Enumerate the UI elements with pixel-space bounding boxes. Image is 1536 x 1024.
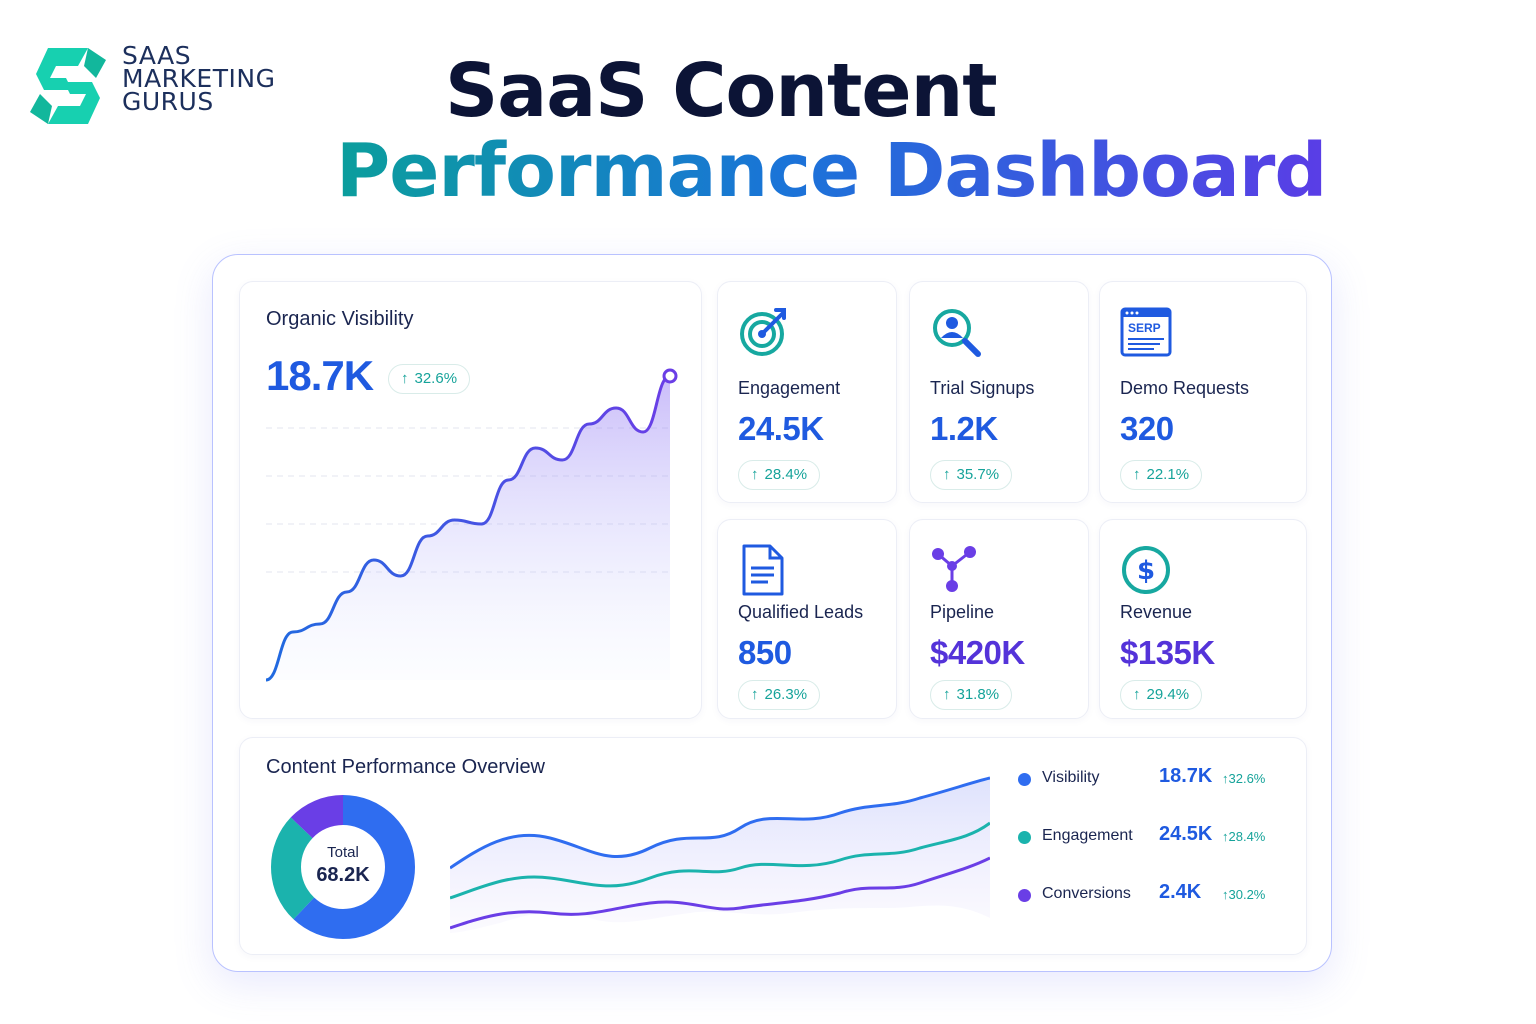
donut-segment-conversions [271, 795, 415, 939]
arrow-up-icon: ↑ [943, 466, 951, 483]
visibility-point [662, 368, 678, 384]
legend-value: 18.7K [1159, 765, 1213, 787]
arrow-up-icon: ↑ [751, 466, 759, 483]
metric-label: Pipeline [930, 602, 995, 622]
brand-line-2: MARKETING [122, 64, 276, 93]
arrow-up-icon: ↑ [401, 370, 409, 387]
metric-label: Engagement [738, 378, 841, 398]
serp-icon: SERP [1120, 307, 1172, 357]
legend-name: Conversions [1042, 885, 1131, 902]
arrow-up-icon: ↑ [1222, 829, 1229, 844]
legend-change-value: 28.4% [1228, 829, 1266, 844]
legend-value: 24.5K [1159, 823, 1213, 845]
dashboard-panel: Organic Visibility 18.7K ↑ 32.6% Engageme… [212, 254, 1332, 972]
visibility-area-chart [265, 368, 678, 682]
change-value: 28.4% [764, 466, 808, 483]
logo-mark-icon [30, 48, 106, 124]
change-badge: ↑ 28.4% [738, 460, 821, 490]
wave-visibility [450, 776, 990, 870]
change-badge: ↑ 31.8% [930, 680, 1013, 710]
arrow-up-icon: ↑ [751, 686, 759, 703]
page-subtitle: Performance Dashboard [336, 128, 1327, 214]
organic-visibility-label: Organic Visibility [266, 308, 414, 330]
legend-name: Visibility [1042, 769, 1100, 786]
change-badge: ↑ 22.1% [1120, 460, 1203, 490]
legend-value: 2.4K [1159, 881, 1202, 903]
metric-value: $420K [930, 634, 1025, 671]
donut-total-value: 68.2K [316, 864, 370, 886]
change-value: 29.4% [1146, 686, 1190, 703]
metric-value: $135K [1120, 634, 1215, 671]
legend-item-conversions[interactable]: Conversions 2.4K ↑30.2% [1016, 880, 1306, 910]
wave-area [450, 778, 990, 933]
metric-label: Revenue [1120, 602, 1193, 622]
change-value: 22.1% [1146, 466, 1190, 483]
change-badge: ↑ 26.3% [738, 680, 821, 710]
legend-item-engagement[interactable]: Engagement 24.5K ↑28.4% [1016, 822, 1306, 852]
visibility-area [266, 376, 670, 680]
donut-ring [271, 795, 415, 939]
user-search-icon [933, 309, 981, 357]
arrow-up-icon: ↑ [1133, 466, 1141, 483]
target-icon [740, 308, 786, 356]
legend-change-value: 32.6% [1228, 771, 1266, 786]
legend-dot [1018, 831, 1031, 844]
brand-line-3: GURUS [122, 87, 214, 116]
change-badge: ↑ 32.6% [388, 364, 471, 394]
change-badge: ↑ 29.4% [1120, 680, 1203, 710]
serp-icon-text: SERP [1128, 321, 1161, 335]
metric-card-engagement[interactable]: Engagement 24.5K ↑ 28.4% [717, 281, 897, 503]
metric-value: 320 [1120, 410, 1174, 447]
legend-change: ↑30.2% [1222, 887, 1265, 902]
metric-card-revenue[interactable]: $ Revenue $135K ↑ 29.4% [1099, 519, 1307, 719]
donut-segment-engagement [271, 795, 415, 939]
metric-card-demo-requests[interactable]: SERP Demo Requests 320 ↑ 22.1% [1099, 281, 1307, 503]
nodes-icon [932, 546, 976, 592]
organic-visibility-card[interactable]: Organic Visibility 18.7K ↑ 32.6% [239, 281, 702, 719]
total-donut-chart: Total 68.2K [270, 794, 416, 940]
metric-card-trial-signups[interactable]: Trial Signups 1.2K ↑ 35.7% [909, 281, 1089, 503]
brand-line-1: SAAS [122, 41, 192, 70]
page-title: SaaS Content [445, 48, 998, 134]
change-badge: ↑ 35.7% [930, 460, 1013, 490]
arrow-up-icon: ↑ [943, 686, 951, 703]
metric-label: Demo Requests [1120, 378, 1250, 398]
metric-value: 1.2K [930, 410, 998, 447]
wave-engagement [450, 821, 990, 900]
change-value: 32.6% [414, 370, 458, 387]
arrow-up-icon: ↑ [1222, 887, 1229, 902]
svg-text:$: $ [1137, 556, 1155, 586]
dollar-icon: $ [1122, 546, 1170, 594]
legend-change: ↑28.4% [1222, 829, 1265, 844]
legend-dot [1018, 773, 1031, 786]
legend-change: ↑32.6% [1222, 771, 1265, 786]
metric-card-qualified-leads[interactable]: Qualified Leads 850 ↑ 26.3% [717, 519, 897, 719]
arrow-up-icon: ↑ [1222, 771, 1229, 786]
change-value: 35.7% [956, 466, 1000, 483]
arrow-up-icon: ↑ [1133, 686, 1141, 703]
organic-visibility-value: 18.7K [266, 352, 374, 399]
content-performance-overview[interactable]: Content Performance Overview Total 68.2K… [239, 737, 1307, 955]
legend-dot [1018, 889, 1031, 902]
donut-total-label: Total [327, 844, 359, 861]
brand-logo: SAAS MARKETING GURUS [26, 41, 306, 134]
overview-wave-chart [450, 776, 990, 933]
legend-item-visibility[interactable]: Visibility 18.7K ↑32.6% [1016, 764, 1306, 794]
metric-label: Qualified Leads [738, 602, 864, 622]
change-value: 31.8% [956, 686, 1000, 703]
metric-label: Trial Signups [930, 378, 1035, 398]
document-icon [742, 544, 784, 596]
wave-conversions [450, 856, 990, 930]
metric-value: 850 [738, 634, 792, 671]
brand-name: SAAS MARKETING GURUS [122, 41, 276, 116]
change-value: 26.3% [764, 686, 808, 703]
legend-name: Engagement [1042, 827, 1133, 844]
legend-change-value: 30.2% [1228, 887, 1266, 902]
overview-title: Content Performance Overview [266, 756, 546, 778]
metric-value: 24.5K [738, 410, 824, 447]
visibility-line [265, 374, 671, 682]
metric-card-pipeline[interactable]: Pipeline $420K ↑ 31.8% [909, 519, 1089, 719]
